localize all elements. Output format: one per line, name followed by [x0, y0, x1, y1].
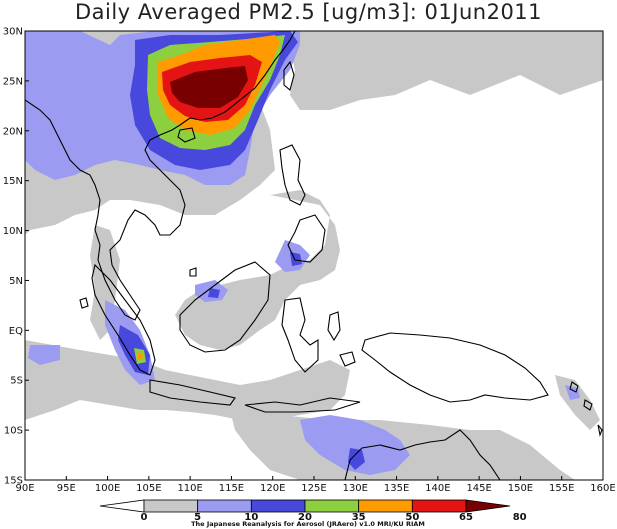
lon-label: 100E: [95, 483, 120, 494]
colorbar-tick-label: 5: [194, 512, 201, 523]
lat-label: 10S: [4, 426, 23, 437]
lon-label: 120E: [260, 483, 285, 494]
lon-label: 135E: [384, 483, 409, 494]
colorbar-tick-label: 50: [405, 512, 419, 523]
pm-band-5-10: [175, 190, 340, 350]
latitude-axis: 30N 25N 20N 15N 10N 5N EQ 5S 10S 15S: [3, 27, 29, 487]
concentration-field: [25, 31, 603, 480]
lat-label: 30N: [3, 27, 23, 38]
lon-label: 105E: [136, 483, 161, 494]
pm-band-10-20: [28, 345, 60, 365]
colorbar-segment: [250, 499, 306, 513]
colorbar-segment: [411, 499, 467, 513]
lat-label: 15S: [4, 476, 23, 487]
colorbar-segment: [143, 499, 199, 513]
pm-band-20-35: [208, 288, 220, 298]
lon-label: 125E: [301, 483, 326, 494]
lon-label: 145E: [466, 483, 491, 494]
lat-label: 5N: [9, 276, 23, 287]
lon-label: 155E: [549, 483, 574, 494]
colorbar-tick-label: 35: [352, 512, 366, 523]
colorbar-tick-label: 20: [298, 512, 312, 523]
colorbar-tick-label: 80: [513, 512, 527, 523]
credit-text: The Japanese Reanalysis for Aerosol (JRA…: [191, 520, 425, 528]
lat-label: 10N: [3, 226, 23, 237]
colorbar-tick-label: 10: [244, 512, 258, 523]
lat-label: EQ: [9, 326, 23, 337]
colorbar-segment: [465, 499, 511, 513]
lon-label: 160E: [590, 483, 615, 494]
lon-label: 115E: [219, 483, 244, 494]
lon-label: 130E: [343, 483, 368, 494]
lon-label: 95E: [57, 483, 76, 494]
colorbar-tick-label: 0: [141, 512, 148, 523]
coastlines: [25, 31, 603, 480]
colorbar-segment: [99, 499, 145, 513]
lon-label: 110E: [177, 483, 202, 494]
lon-label: 90E: [15, 483, 34, 494]
pm-band-10-20: [300, 415, 410, 475]
lon-label: 140E: [425, 483, 450, 494]
lat-label: 5S: [10, 376, 23, 387]
pm-band-50-65: [138, 352, 143, 360]
lon-label: 150E: [508, 483, 533, 494]
pm-band-10-20: [565, 385, 580, 400]
colorbar-segment: [304, 499, 360, 513]
pm-band-10-20: [25, 75, 50, 110]
colorbar-segment: [358, 499, 413, 513]
pm-band-80-plus: [170, 66, 248, 108]
pm-band-20-35: [348, 448, 365, 470]
colorbar-segment: [197, 499, 252, 513]
lat-label: 15N: [3, 176, 23, 187]
colorbar: [99, 499, 511, 513]
pm-band-5-10: [25, 340, 350, 420]
map-title: Daily Averaged PM2.5 [ug/m3]: 01Jun2011: [74, 0, 543, 24]
lat-label: 25N: [3, 76, 23, 87]
colorbar-tick-label: 65: [459, 512, 473, 523]
longitude-axis: 90E 95E 100E 105E 110E 115E 120E 125E 130E 135E 14…: [15, 476, 616, 494]
colorbar-labels: 0 5 10 20 35 50 65 80: [141, 512, 527, 523]
lat-label: 20N: [3, 126, 23, 137]
